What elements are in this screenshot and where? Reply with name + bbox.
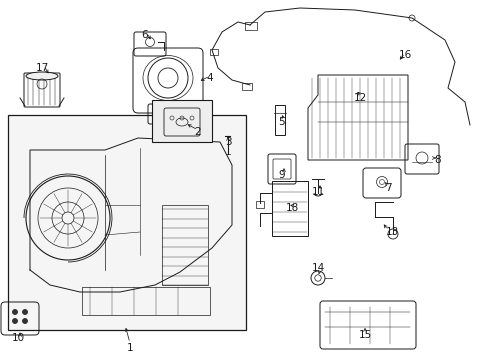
Text: 2: 2 [194,127,201,137]
Text: 6: 6 [142,30,148,40]
Bar [8,115,245,330]
Text: 17: 17 [35,63,48,73]
Text: 11: 11 [311,187,324,197]
Text: 14: 14 [311,263,324,273]
Bar [152,100,212,142]
Text: 3: 3 [224,137,231,147]
Text: 9: 9 [278,170,285,180]
Text: 4: 4 [206,73,213,83]
Text: 10: 10 [11,333,24,343]
Bar [162,205,207,285]
Text: 15: 15 [358,330,371,340]
Bar [256,201,264,208]
Bar [82,287,209,315]
Text: 8: 8 [434,155,440,165]
Circle shape [13,319,18,324]
Ellipse shape [26,72,58,80]
Bar [274,105,285,135]
Bar [209,49,218,55]
Bar [242,83,251,90]
Text: 16: 16 [398,50,411,60]
Text: 18: 18 [285,203,298,213]
Text: 12: 12 [353,93,366,103]
Text: 7: 7 [384,183,390,193]
Circle shape [22,310,27,315]
Circle shape [13,310,18,315]
Text: 13: 13 [385,227,398,237]
Circle shape [22,319,27,324]
Text: 1: 1 [126,343,133,353]
Text: 5: 5 [278,117,285,127]
Bar [271,181,307,236]
Bar [244,22,257,30]
